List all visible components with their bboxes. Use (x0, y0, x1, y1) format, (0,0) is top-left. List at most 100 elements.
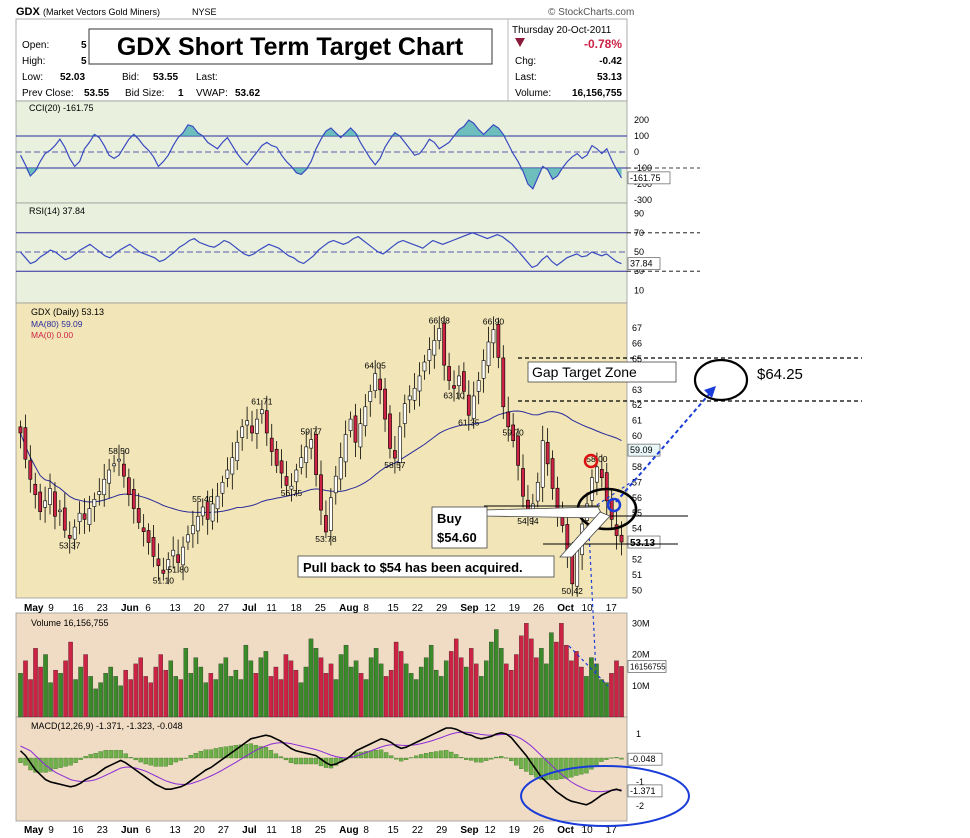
volume-bar (23, 660, 28, 718)
candle-body (141, 527, 146, 532)
candle-body (595, 466, 599, 483)
volume-bar (443, 660, 449, 718)
volume-bar (423, 657, 429, 718)
macd-hist-bar (98, 751, 103, 759)
candle-body (309, 439, 314, 449)
buy-dot (606, 497, 622, 513)
volume-bar (358, 673, 364, 718)
volume-bar (433, 669, 439, 718)
price-x-label: 10 (582, 603, 594, 614)
macd-hist-bar (208, 749, 213, 759)
macd-hist-bar (303, 757, 309, 765)
rsi-title: RSI(14) 37.84 (29, 206, 85, 216)
volume-bar (293, 669, 299, 718)
volume-bar (484, 660, 489, 718)
candle-body (186, 534, 190, 543)
macd-x-label: 25 (315, 825, 327, 836)
candle-body (575, 549, 580, 587)
price-x-label: May (24, 603, 44, 614)
volume-bar (178, 679, 184, 718)
volume-tick-label: 20M (632, 650, 650, 660)
candle-body (457, 375, 461, 386)
macd-hist-bar (484, 757, 489, 761)
macd-hist-bar (63, 757, 68, 767)
candle-body (161, 569, 166, 574)
volume-bar (233, 669, 239, 718)
candle-body (294, 469, 299, 483)
candle-body (368, 391, 373, 402)
macd-x-label: Sep (460, 825, 478, 836)
rsi-last-label: 37.84 (630, 259, 653, 269)
candle-body (264, 410, 269, 434)
candle-body (117, 458, 121, 462)
header-symbol: GDX (16, 6, 41, 18)
candle-body (146, 530, 151, 543)
volume-bar (534, 657, 539, 718)
volume-bar (183, 648, 189, 718)
candle-body (62, 507, 67, 531)
vwap-label: VWAP: (196, 88, 228, 99)
volume-bar (363, 679, 369, 718)
price-x-label: 16 (72, 603, 84, 614)
price-tick-label: 56 (632, 493, 642, 503)
macd-hist-bar (509, 757, 514, 762)
macd-hist-bar (444, 750, 449, 759)
price-tick-label: 65 (632, 354, 642, 364)
candle-body (126, 477, 131, 495)
volume-bar (458, 657, 464, 718)
cci-tick-label: -100 (634, 163, 652, 173)
candle-body (545, 442, 550, 465)
macd-hist-bar (489, 757, 494, 760)
price-x-label: 25 (315, 603, 327, 614)
macd-hist-bar (408, 757, 414, 759)
volume-bar (318, 657, 324, 718)
rsi-series (20, 232, 622, 269)
macd-signal-line (20, 731, 622, 793)
macd-hist-bar (439, 750, 444, 759)
cci-fill-upper (20, 120, 622, 136)
macd-hist-bar (429, 752, 434, 759)
volume-bar (343, 644, 349, 718)
price-data-label: 56.75 (281, 488, 303, 498)
macd-hist-bar (419, 754, 424, 759)
cci-series (19, 119, 623, 190)
volume-bar (268, 676, 274, 718)
candle-body (442, 322, 447, 366)
volume-bar (393, 641, 399, 718)
overlay-title: GDX Short Term Target Chart (117, 33, 464, 61)
candle-body (240, 426, 245, 438)
candle-body (215, 495, 220, 510)
macd-hist-bar (554, 757, 559, 780)
macd-hist-bar (414, 755, 419, 759)
volume-bar (519, 635, 524, 718)
macd-x-label: Jul (242, 825, 257, 836)
macd-hist-bar (504, 757, 509, 759)
volume-bar (403, 663, 409, 718)
volume-bar (263, 651, 269, 718)
volume-bar (554, 641, 559, 718)
price-tick-label: 60 (632, 431, 642, 441)
header-copyright: © StockCharts.com (548, 7, 634, 18)
volume-bar (438, 676, 444, 718)
macd-hist-bar (178, 757, 183, 761)
macd-hist-bar (398, 757, 404, 762)
volume-bar (368, 657, 374, 718)
volume-tick-label: 10M (632, 681, 650, 691)
macd-hist-bar (138, 757, 143, 763)
volume-bar (83, 654, 88, 718)
candle-body (599, 469, 604, 479)
price-data-label: 59.77 (301, 427, 323, 437)
cci-title: CCI(20) -161.75 (29, 103, 94, 113)
volume-bar (253, 673, 259, 718)
price-tick-label: 51 (632, 570, 642, 580)
candle-body (131, 489, 136, 509)
ma-last-label: 59.09 (630, 445, 653, 455)
macd-x-label: 16 (72, 825, 84, 836)
price-tick-label: 57 (632, 477, 642, 487)
candle-body (274, 448, 279, 466)
bid-size-label: Bid Size: (125, 88, 164, 99)
macd-hist-bar (469, 757, 474, 761)
volume-bar (308, 638, 314, 718)
price-data-label: 54.94 (517, 516, 539, 526)
